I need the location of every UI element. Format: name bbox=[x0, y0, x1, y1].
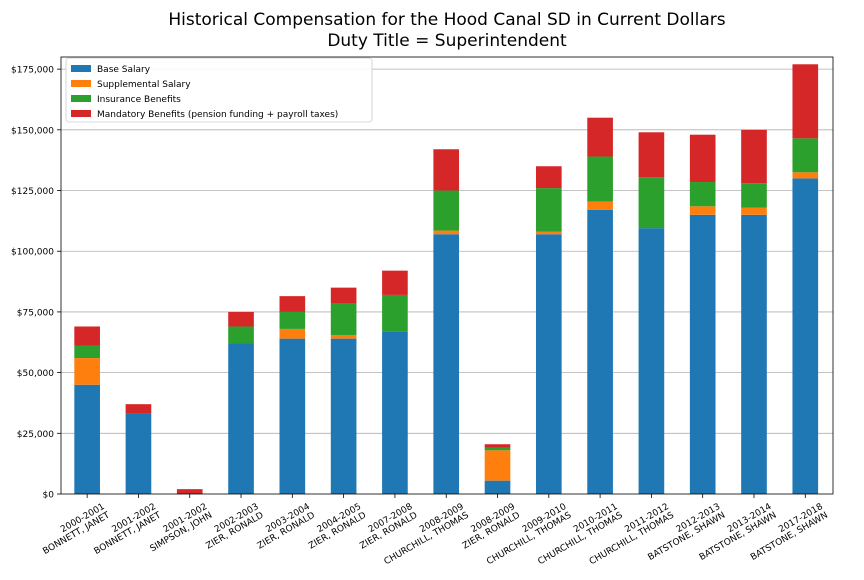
bar-segment-4 bbox=[638, 132, 665, 178]
legend-label: Base Salary bbox=[97, 65, 151, 75]
bar-segment-2 bbox=[330, 334, 357, 339]
bar-segment-2 bbox=[741, 207, 767, 215]
bar-segment-4 bbox=[125, 404, 152, 414]
plot-frame bbox=[60, 56, 834, 495]
bar-segment-4 bbox=[433, 149, 460, 191]
legend-swatch bbox=[71, 110, 91, 117]
bar-segment-3 bbox=[228, 326, 254, 344]
bar-segment-4 bbox=[792, 64, 819, 139]
bar-segment-1 bbox=[330, 338, 357, 494]
bar-segment-1 bbox=[792, 178, 819, 494]
bar-segment-1 bbox=[741, 214, 767, 495]
chart-title: Historical Compensation for the Hood Can… bbox=[168, 10, 725, 30]
bar-segment-1 bbox=[638, 228, 665, 495]
bar-segment-2 bbox=[74, 358, 100, 385]
bar-segment-4 bbox=[228, 311, 254, 327]
bar-segment-3 bbox=[330, 303, 357, 335]
bar-segment-1 bbox=[382, 331, 408, 494]
bar-segment-3 bbox=[279, 311, 306, 329]
bar-segment-3 bbox=[484, 447, 511, 451]
bar-segment-1 bbox=[74, 384, 100, 494]
bars bbox=[74, 64, 819, 495]
bar-segment-1 bbox=[689, 214, 716, 495]
bar-segment-4 bbox=[535, 166, 562, 189]
bar-segment-2 bbox=[689, 206, 716, 215]
legend-label: Supplemental Salary bbox=[97, 80, 191, 90]
bar-segment-4 bbox=[279, 296, 306, 312]
legend-label: Mandatory Benefits (pension funding + pa… bbox=[97, 110, 338, 120]
bar-segment-4 bbox=[689, 134, 716, 183]
bar-segment-3 bbox=[433, 190, 460, 231]
bar-segment-3 bbox=[587, 156, 613, 202]
bar-segment-2 bbox=[484, 450, 511, 481]
y-tick-label: $50,000 bbox=[17, 369, 54, 379]
legend-swatch bbox=[71, 80, 91, 87]
bar-segment-2 bbox=[792, 172, 819, 179]
bar-segment-1 bbox=[587, 209, 613, 494]
bar-segment-4 bbox=[484, 444, 511, 448]
bar-segment-3 bbox=[741, 183, 767, 208]
bar-segment-4 bbox=[330, 287, 357, 304]
legend-label: Insurance Benefits bbox=[97, 95, 181, 105]
bar-segment-3 bbox=[792, 138, 819, 173]
bar-segment-3 bbox=[382, 294, 408, 332]
y-tick-label: $150,000 bbox=[11, 126, 54, 136]
bar-segment-2 bbox=[279, 328, 306, 339]
bar-segment-4 bbox=[741, 129, 767, 184]
legend-swatch bbox=[71, 65, 91, 72]
bar-segment-3 bbox=[638, 177, 665, 229]
y-tick-label: $25,000 bbox=[17, 430, 54, 440]
bar-segment-1 bbox=[433, 234, 460, 494]
y-tick-label: $125,000 bbox=[11, 187, 54, 197]
y-tick-label: $100,000 bbox=[11, 248, 54, 258]
bar-segment-2 bbox=[535, 231, 562, 235]
bar-segment-3 bbox=[74, 345, 100, 359]
bar-segment-3 bbox=[689, 182, 716, 207]
y-tick-label: $75,000 bbox=[17, 308, 54, 318]
bar-segment-1 bbox=[484, 480, 511, 494]
y-tick-label: $175,000 bbox=[11, 66, 54, 76]
chart-subtitle: Duty Title = Superintendent bbox=[327, 31, 567, 51]
legend-box bbox=[65, 57, 373, 123]
bar-segment-1 bbox=[535, 234, 562, 494]
bar-segment-1 bbox=[228, 343, 254, 494]
legend: Base Salary Supplemental Salary Insurance … bbox=[65, 57, 373, 123]
bar-segment-4 bbox=[587, 117, 613, 157]
legend-swatch bbox=[71, 95, 91, 102]
bar-segment-4 bbox=[74, 326, 100, 346]
y-tick-label: $0 bbox=[43, 491, 55, 501]
bar-segment-4 bbox=[176, 489, 203, 494]
bar-segment-3 bbox=[535, 188, 562, 232]
bar-segment-1 bbox=[279, 338, 306, 494]
bar-segment-4 bbox=[382, 270, 408, 295]
bar-segment-2 bbox=[433, 230, 460, 235]
bar-segment-1 bbox=[125, 413, 152, 494]
bar-segment-2 bbox=[587, 201, 613, 210]
